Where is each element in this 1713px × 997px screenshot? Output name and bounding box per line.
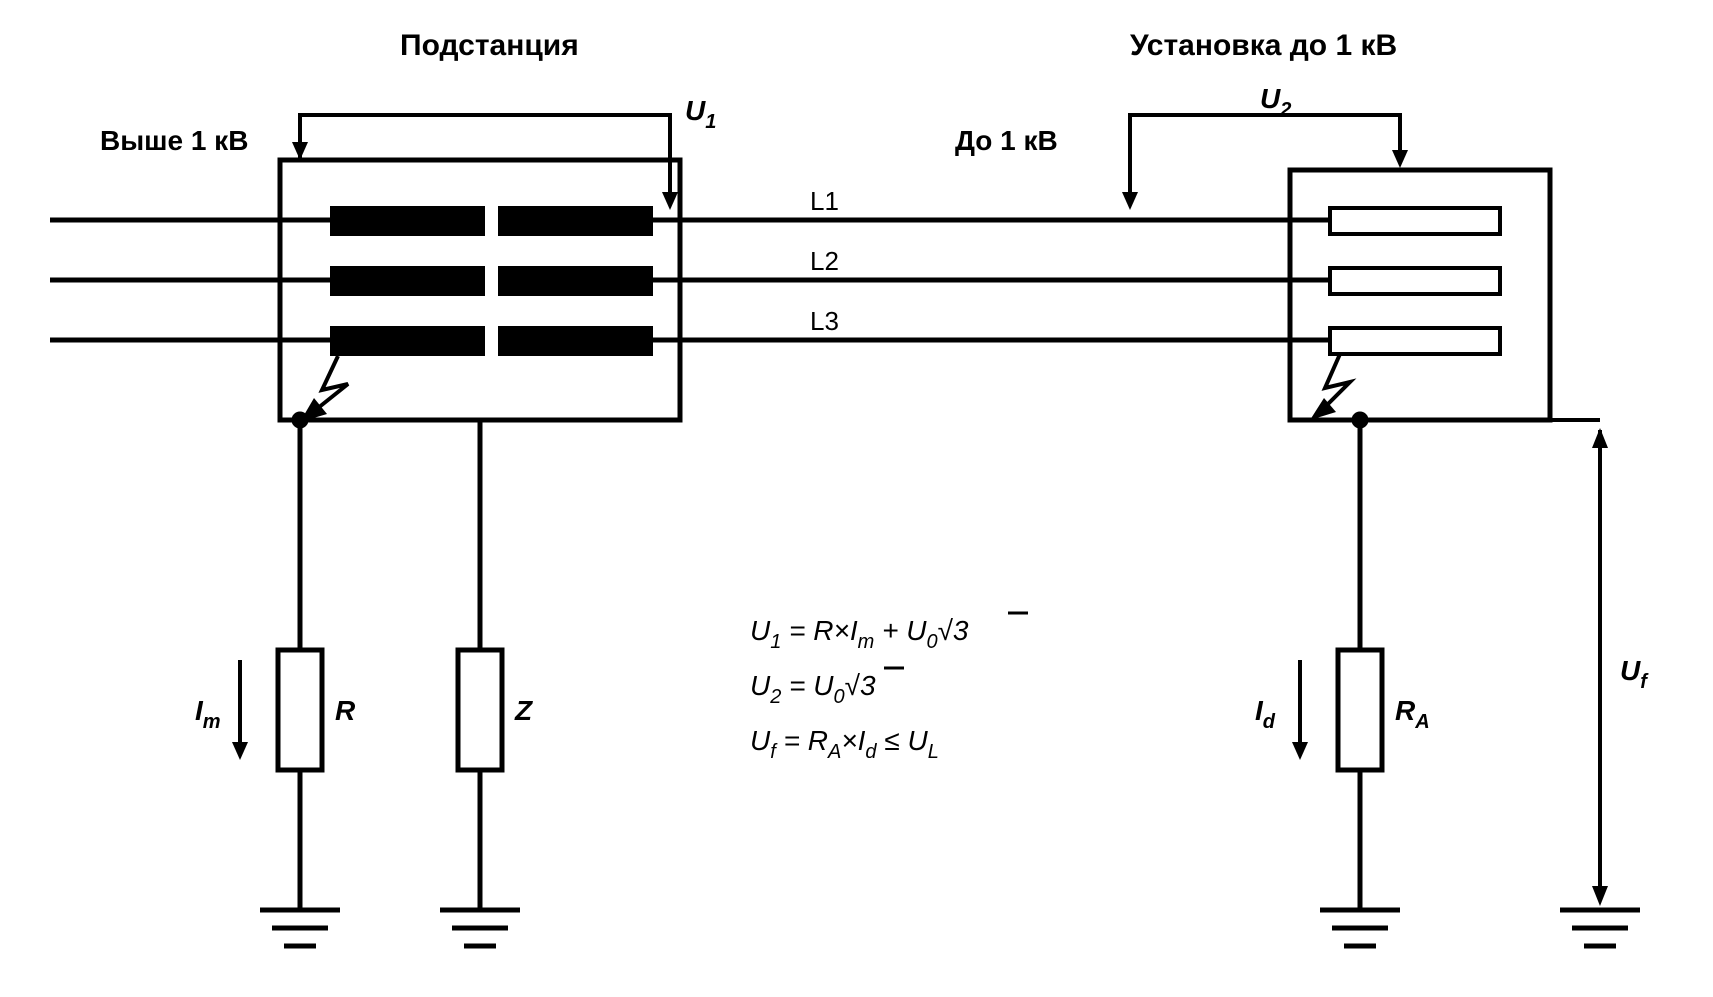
svg-text:U2 = U0√3: U2 = U0√3 [750, 670, 876, 708]
line-l2-label: L2 [810, 246, 839, 276]
phase-lines-in [50, 220, 330, 340]
label-above-1kv: Выше 1 кВ [100, 125, 248, 156]
r-label: R [335, 695, 356, 726]
ground-R [260, 910, 340, 946]
fault-zigzag-installation [1310, 354, 1350, 420]
load-bars [1330, 208, 1500, 354]
u2-bracket [1122, 115, 1408, 210]
path-to-RA [1338, 414, 1382, 910]
line-l3-label: L3 [810, 306, 839, 336]
z-label: Z [514, 695, 533, 726]
transformer-primary [330, 206, 485, 356]
phase-lines-out [653, 220, 1330, 340]
path-to-Z [458, 420, 502, 910]
path-to-R [278, 414, 322, 910]
ground-Uf [1560, 910, 1640, 946]
label-up-to-1kv: До 1 кВ [955, 125, 1058, 156]
id-arrow [1292, 660, 1308, 760]
ground-RA [1320, 910, 1400, 946]
uf-label: Uf [1620, 655, 1649, 693]
id-label: Id [1255, 695, 1276, 733]
im-label: Im [195, 695, 221, 733]
svg-text:Uf = RA×Id ≤ UL: Uf = RA×Id ≤ UL [750, 725, 939, 763]
line-l1-label: L1 [810, 186, 839, 216]
ra-label: RA [1395, 695, 1430, 733]
header-substation: Подстанция [400, 29, 579, 62]
u1-label: U1 [685, 95, 716, 133]
im-arrow [232, 660, 248, 760]
transformer-secondary [498, 206, 653, 356]
svg-text:U1 = R×Im + U0√3: U1 = R×Im + U0√3 [750, 615, 969, 653]
ground-Z [440, 910, 520, 946]
header-installation: Установка до 1 кВ [1130, 29, 1397, 62]
uf-arrow [1550, 420, 1608, 906]
fault-zigzag-substation [300, 356, 348, 422]
formulas: U1 = R×Im + U0√3 U2 = U0√3 Uf = RA×Id ≤ … [750, 613, 1028, 763]
